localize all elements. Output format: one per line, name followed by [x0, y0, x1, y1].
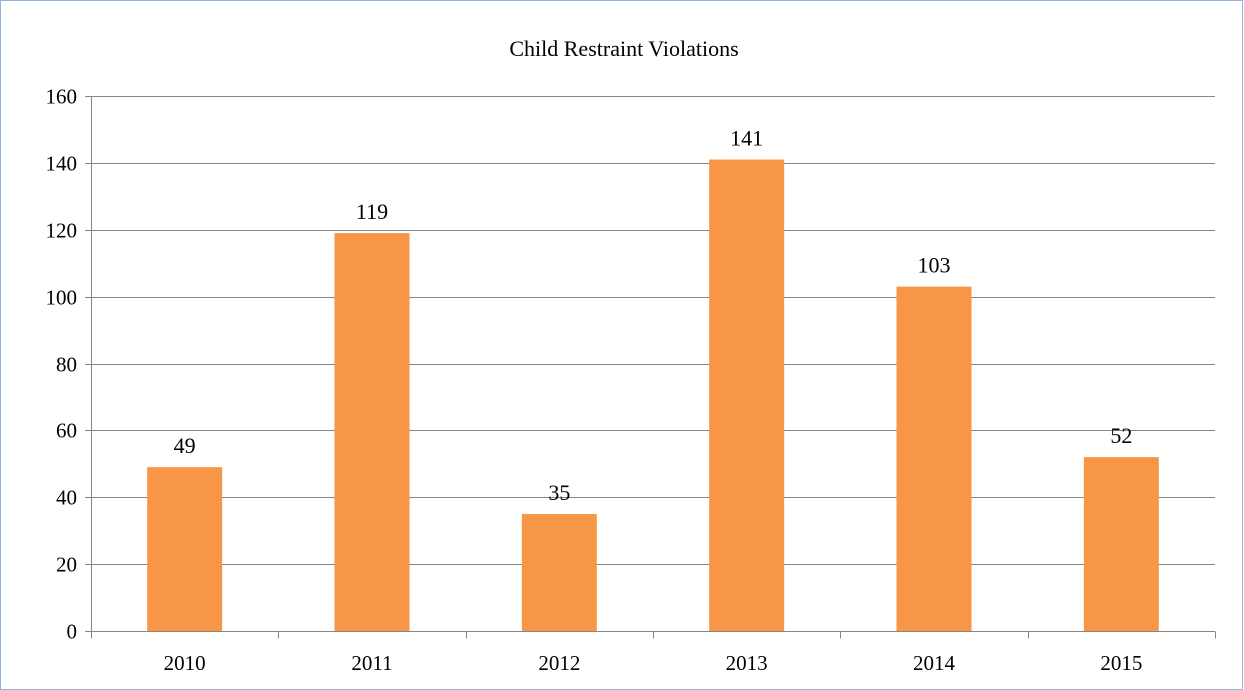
bar-2011	[334, 233, 410, 631]
y-tick-label: 60	[56, 419, 77, 443]
y-tick-label: 40	[56, 486, 77, 510]
x-tick-label-2010: 2010	[164, 651, 206, 675]
bars	[147, 159, 1159, 631]
y-tick-label: 100	[46, 286, 78, 310]
y-tick-label: 0	[67, 620, 78, 644]
x-tick-label-2013: 2013	[726, 651, 768, 675]
bar-2015	[1083, 457, 1159, 631]
gridlines	[91, 96, 1215, 565]
x-tick-label-2012: 2012	[538, 651, 580, 675]
y-tick-label: 80	[56, 353, 77, 377]
axes	[85, 96, 1216, 639]
x-tick-label-2014: 2014	[913, 651, 956, 675]
data-label-2010: 49	[174, 433, 196, 458]
chart-title: Child Restraint Violations	[509, 36, 738, 61]
y-tick-label: 140	[46, 152, 78, 176]
bar-2010	[147, 467, 223, 631]
x-tick-label-2015: 2015	[1100, 651, 1142, 675]
bar-2014	[896, 286, 972, 631]
bar-2012	[521, 513, 597, 631]
data-label-2011: 119	[356, 199, 388, 224]
data-label-2013: 141	[730, 126, 763, 151]
data-label-2014: 103	[918, 253, 951, 278]
labels: 0 20 40 60 80 100 120 140 160 49 2010 119 2011 35 2012…	[46, 85, 1143, 676]
x-tick-label-2011: 2011	[351, 651, 392, 675]
data-label-2015: 52	[1110, 423, 1132, 448]
bar-2013	[709, 159, 785, 631]
y-tick-label: 160	[46, 85, 78, 109]
data-label-2012: 35	[548, 480, 570, 505]
y-tick-label: 20	[56, 553, 77, 577]
y-tick-label: 120	[46, 219, 78, 243]
